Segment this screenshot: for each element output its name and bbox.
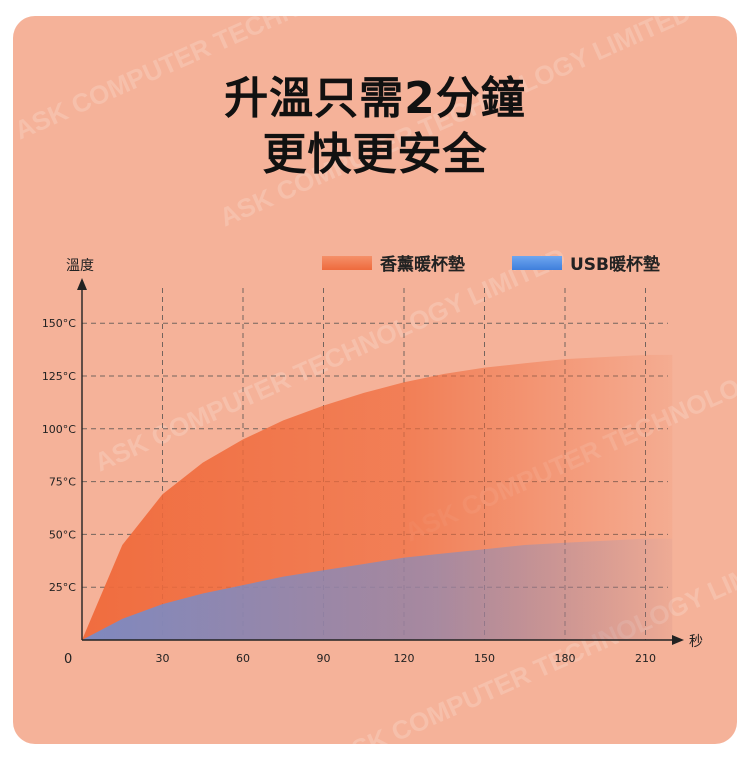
- origin-label: 0: [64, 652, 72, 667]
- x-tick-label-180: 180: [555, 652, 576, 665]
- y-tick-label-50: 50°C: [49, 528, 76, 541]
- legend-swatch-usb: [512, 256, 562, 270]
- temperature-chart: 30 60 90 120 150 180 210 25°C 50°C 75°C 100°C 125°C…: [42, 254, 703, 667]
- x-tick-label-150: 150: [474, 652, 495, 665]
- y-tick-label-125: 125°C: [42, 370, 76, 383]
- tick-labels: 30 60 90 120 150 180 210 25°C 50°C 75°C 100°C 125°C…: [42, 317, 656, 665]
- x-axis-arrow: [672, 635, 684, 645]
- series-area-usb: [82, 538, 673, 640]
- x-tick-label-60: 60: [236, 652, 250, 665]
- y-axis-title: 溫度: [66, 258, 94, 274]
- x-tick-label-30: 30: [156, 652, 170, 665]
- headline-line-1: 升溫只需2分鐘: [224, 73, 526, 124]
- y-tick-label-150: 150°C: [42, 317, 76, 330]
- y-tick-label-25: 25°C: [49, 581, 76, 594]
- legend: 香薰暖杯墊 USB暖杯墊: [322, 254, 660, 275]
- legend-swatch-aroma: [322, 256, 372, 270]
- x-axis-title: 秒: [689, 634, 703, 650]
- y-tick-label-100: 100°C: [42, 423, 76, 436]
- x-tick-label-120: 120: [394, 652, 415, 665]
- y-axis-arrow: [77, 278, 87, 290]
- series-areas: [82, 354, 673, 640]
- legend-label-aroma: 香薰暖杯墊: [380, 254, 465, 275]
- legend-label-usb: USB暖杯墊: [570, 254, 660, 275]
- y-tick-label-75: 75°C: [49, 476, 76, 489]
- x-tick-label-90: 90: [317, 652, 331, 665]
- headline-line-2: 更快更安全: [262, 129, 488, 180]
- axes: [77, 278, 684, 645]
- x-tick-label-210: 210: [635, 652, 656, 665]
